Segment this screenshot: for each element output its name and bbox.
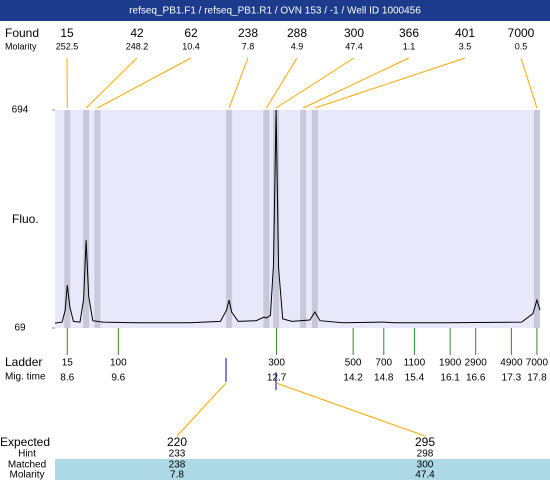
expected-connector: [176, 382, 227, 437]
found-size: 300: [344, 26, 364, 40]
molarity-label: Molarity: [5, 41, 37, 51]
found-molarity: 47.4: [345, 41, 363, 51]
expected-molarity: 47.4: [415, 470, 435, 480]
peak-band: [533, 110, 540, 328]
peak-band: [83, 110, 90, 328]
found-size: 42: [130, 26, 144, 40]
found-connector: [228, 57, 249, 109]
found-size: 401: [455, 26, 475, 40]
ladder-size: 2900: [465, 358, 488, 369]
ladder-size: 700: [375, 358, 392, 369]
peak-band: [64, 110, 71, 328]
ladder-size: 15: [62, 358, 74, 369]
found-size: 238: [238, 26, 258, 40]
peak-band: [311, 110, 318, 328]
found-molarity: 7.8: [242, 41, 255, 51]
title-bar: [0, 0, 550, 21]
found-molarity: 4.9: [291, 41, 304, 51]
found-molarity: 1.1: [403, 41, 416, 51]
hint: 233: [169, 449, 186, 460]
peak-band: [300, 110, 307, 328]
found-connector: [302, 57, 410, 109]
ladder-time: 9.6: [111, 373, 125, 384]
peak-band: [94, 110, 101, 328]
found-connector: [275, 57, 355, 109]
ladder-size: 7000: [526, 358, 549, 369]
found-size: 366: [399, 26, 419, 40]
expected-label: Expected: [0, 435, 50, 449]
found-molarity: 248.2: [126, 41, 149, 51]
ladder-time: 14.8: [374, 373, 394, 384]
found-molarity: 3.5: [459, 41, 472, 51]
found-connector: [85, 57, 138, 109]
ladder-size: 300: [268, 358, 285, 369]
title: refseq_PB1.F1 / refseq_PB1.R1 / OVN 153 …: [129, 6, 421, 17]
ladder-time: 8.6: [60, 373, 74, 384]
ladder-time: 17.8: [527, 373, 547, 384]
hint: 298: [417, 449, 434, 460]
expected-molarity-label: Molarity: [9, 470, 44, 480]
ladder-time: 17.3: [502, 373, 522, 384]
y-tick-label: 694: [12, 105, 29, 116]
found-molarity: 10.4: [182, 41, 200, 51]
found-label: Found: [5, 26, 39, 40]
expected-size: 220: [167, 435, 187, 449]
y-tick-label: 69: [14, 323, 26, 334]
ladder-size: 4900: [500, 358, 523, 369]
found-size: 7000: [508, 26, 535, 40]
mig-time-label: Mig. time: [5, 372, 46, 383]
plot-area: [55, 110, 540, 328]
found-connector: [265, 57, 298, 109]
found-size: 62: [184, 26, 198, 40]
found-size: 15: [60, 26, 74, 40]
matched-band: [55, 459, 550, 480]
ladder-time: 16.1: [440, 373, 460, 384]
expected-size: 295: [415, 435, 435, 449]
matched: 238: [169, 460, 186, 471]
hint-label: Hint: [18, 449, 36, 460]
trace: [54, 109, 541, 324]
ladder-time: 14.2: [343, 373, 363, 384]
peak-band: [273, 110, 280, 328]
peak-band: [263, 110, 270, 328]
y-label: Fluo.: [12, 212, 39, 226]
found-molarity: 252.5: [56, 41, 79, 51]
found-connector: [97, 57, 192, 109]
found-molarity: 0.5: [515, 41, 528, 51]
expected-connector: [275, 382, 426, 437]
found-connector: [520, 57, 538, 109]
found-size: 288: [287, 26, 307, 40]
matched-label: Matched: [8, 460, 46, 471]
ladder-time: 15.4: [405, 373, 425, 384]
ladder-time: 12.7: [267, 373, 287, 384]
matched: 300: [417, 460, 434, 471]
ladder-size: 1100: [404, 358, 426, 369]
ladder-size: 100: [110, 358, 127, 369]
expected-molarity: 7.8: [170, 470, 184, 480]
peak-band: [226, 110, 233, 328]
found-connector: [314, 57, 466, 109]
ladder-size: 500: [345, 358, 362, 369]
ladder-time: 16.6: [466, 373, 486, 384]
ladder-label: Ladder: [5, 355, 42, 369]
ladder-size: 1900: [439, 358, 462, 369]
